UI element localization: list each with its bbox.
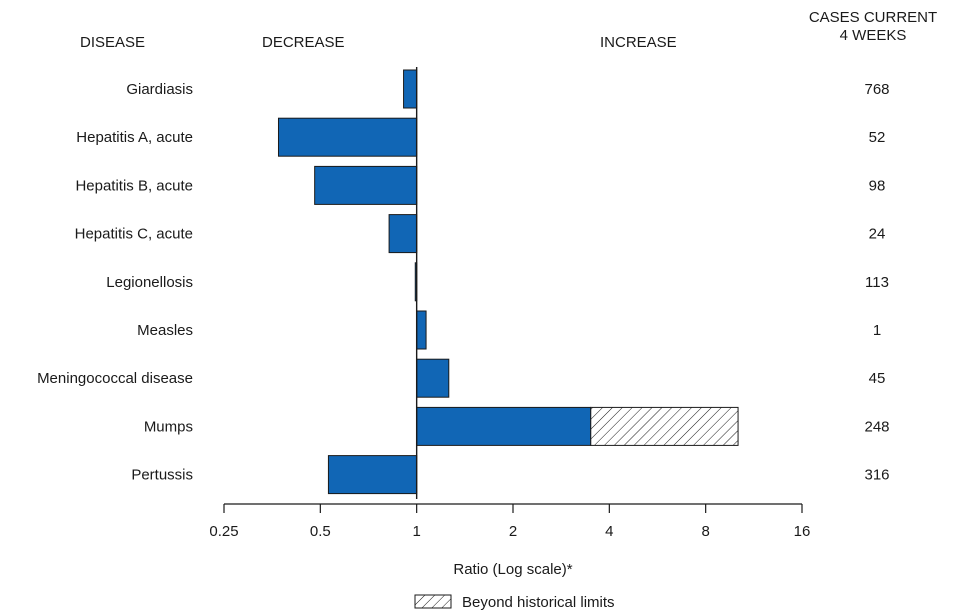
disease-label: Measles [137,322,193,339]
x-axis-label: Ratio (Log scale)* [453,561,572,578]
disease-label: Giardiasis [126,81,193,98]
x-tick-label: 8 [701,523,709,540]
bar-beyond-limits [591,407,738,445]
x-tick-label: 1 [412,523,420,540]
header-cases-line2: 4 WEEKS [840,27,907,44]
legend-swatch [415,595,451,608]
case-count: 1 [873,322,881,339]
x-tick-label: 4 [605,523,613,540]
legend-label: Beyond historical limits [462,594,615,611]
case-counts: 768 52 98 24 113 1 45 248 316 [864,81,889,484]
case-count: 52 [869,129,886,146]
case-count: 248 [864,418,889,435]
x-tick-label: 0.5 [310,523,331,540]
bar [278,118,416,156]
bar [389,215,417,253]
bar [404,70,417,108]
disease-label: Hepatitis A, acute [76,129,193,146]
bars-layer [278,70,738,494]
bar [417,407,591,445]
disease-label: Meningococcal disease [37,370,193,387]
case-count: 45 [869,370,886,387]
bar [315,166,417,204]
case-count: 113 [865,274,889,291]
bar [417,311,426,349]
disease-label: Pertussis [131,467,193,484]
case-count: 316 [864,467,889,484]
disease-labels: Giardiasis Hepatitis A, acute Hepatitis B,… [37,81,193,484]
x-tick-label: 2 [509,523,517,540]
bar [328,456,416,494]
disease-label: Legionellosis [106,274,193,291]
header-cases-line1: CASES CURRENT [809,9,937,26]
disease-label: Mumps [144,418,193,435]
case-count: 24 [869,226,886,243]
x-tick-label: 16 [794,523,811,540]
header-disease: DISEASE [80,34,145,51]
case-count: 768 [864,81,889,98]
bar [417,359,449,397]
disease-label: Hepatitis C, acute [75,226,193,243]
disease-label: Hepatitis B, acute [75,177,193,194]
x-axis-ticks: 0.25 0.5 1 2 4 8 16 [209,504,810,540]
header-increase: INCREASE [600,34,677,51]
case-count: 98 [869,177,886,194]
header-decrease: DECREASE [262,34,345,51]
x-tick-label: 0.25 [209,523,238,540]
